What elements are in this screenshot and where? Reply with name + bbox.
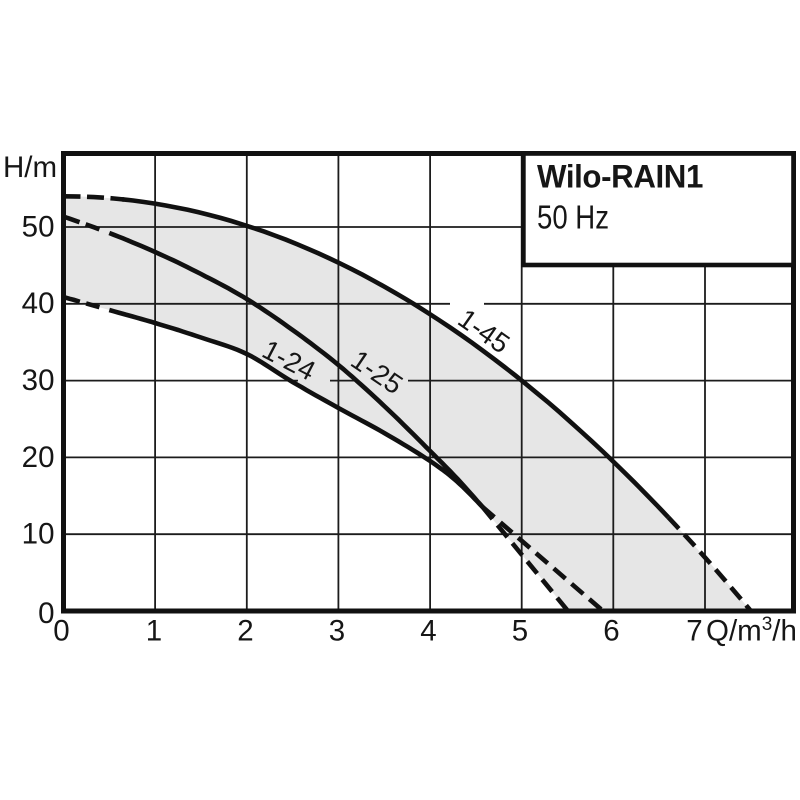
svg-text:10: 10 <box>22 518 55 551</box>
svg-text:2: 2 <box>237 615 253 648</box>
svg-text:50: 50 <box>22 210 55 243</box>
svg-text:0: 0 <box>38 597 54 630</box>
svg-text:30: 30 <box>22 364 55 397</box>
svg-text:Wilo-RAIN1: Wilo-RAIN1 <box>537 159 703 195</box>
svg-text:7: 7 <box>686 615 702 648</box>
svg-text:20: 20 <box>22 441 55 474</box>
svg-text:40: 40 <box>22 287 55 320</box>
svg-text:1: 1 <box>146 615 162 648</box>
svg-text:Q/m3/h: Q/m3/h <box>706 614 797 648</box>
svg-text:50 Hz: 50 Hz <box>537 199 609 236</box>
svg-text:0: 0 <box>53 615 69 648</box>
svg-text:H/m: H/m <box>3 151 57 184</box>
svg-text:6: 6 <box>603 615 619 648</box>
svg-text:4: 4 <box>420 615 436 648</box>
svg-text:3: 3 <box>329 615 345 648</box>
svg-text:5: 5 <box>512 615 528 648</box>
